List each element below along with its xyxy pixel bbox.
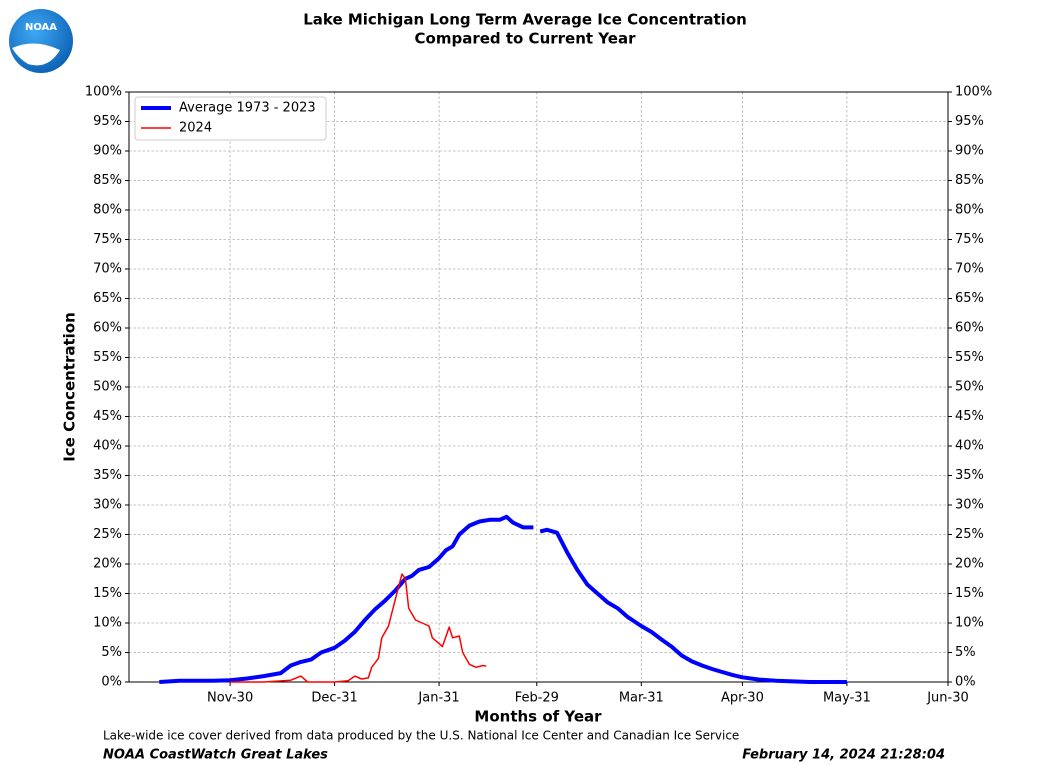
y-tick-label: 20%: [93, 557, 122, 572]
y-tick-label: 35%: [93, 468, 122, 483]
y2-tick-label: 45%: [955, 409, 984, 424]
chart-title: Lake Michigan Long Term Average Ice Conc…: [303, 11, 747, 29]
plot-frame: [128, 91, 949, 683]
x-tick-label: Dec-31: [311, 691, 357, 706]
y-tick-label: 100%: [85, 85, 122, 100]
y2-tick-label: 20%: [955, 557, 984, 572]
y-tick-label: 50%: [93, 380, 122, 395]
y2-tick-label: 5%: [955, 645, 976, 660]
y-tick-label: 80%: [93, 203, 122, 218]
x-tick-label: Apr-30: [721, 691, 764, 706]
y2-tick-label: 80%: [955, 203, 984, 218]
y-tick-label: 30%: [93, 498, 122, 513]
data-line: [230, 573, 487, 683]
data-line: [159, 514, 847, 684]
y-tick-label: 0%: [101, 675, 122, 690]
x-tick-label: Mar-31: [619, 691, 664, 706]
legend-label: Average 1973 - 2023: [179, 101, 316, 116]
y2-tick-label: 75%: [955, 232, 984, 247]
legend: Average 1973 - 2023 2024: [134, 96, 327, 141]
y2-tick-label: 85%: [955, 173, 984, 188]
y2-tick-label: 90%: [955, 144, 984, 159]
x-tick-label: Jan-31: [417, 691, 459, 706]
legend-label: 2024: [179, 121, 212, 136]
y-tick-label: 90%: [93, 144, 122, 159]
y-tick-label: 40%: [93, 439, 122, 454]
y2-tick-label: 65%: [955, 291, 984, 306]
chart-subtitle: Compared to Current Year: [415, 30, 637, 48]
y2-tick-label: 60%: [955, 321, 984, 336]
y-tick-label: 85%: [93, 173, 122, 188]
y-tick-label: 15%: [93, 586, 122, 601]
x-tick-label: Feb-29: [515, 691, 559, 706]
y2-tick-label: 55%: [955, 350, 984, 365]
y2-tick-label: 35%: [955, 468, 984, 483]
y-tick-label: 65%: [93, 291, 122, 306]
x-axis-label: Months of Year: [474, 708, 602, 726]
y2-tick-label: 40%: [955, 439, 984, 454]
timestamp: February 14, 2024 21:28:04: [742, 748, 945, 763]
y2-tick-label: 10%: [955, 616, 984, 631]
y-tick-label: 45%: [93, 409, 122, 424]
x-tick-label: Jun-30: [926, 691, 969, 706]
y2-tick-label: 50%: [955, 380, 984, 395]
x-tick-label: Nov-30: [207, 691, 253, 706]
y-tick-label: 10%: [93, 616, 122, 631]
x-tick-label: May-31: [823, 691, 871, 706]
y2-tick-label: 70%: [955, 262, 984, 277]
logo-swoosh: [12, 43, 60, 66]
y-axis-label: Ice Concentration: [61, 312, 79, 462]
logo-text: NOAA: [25, 22, 57, 33]
y-tick-label: 55%: [93, 350, 122, 365]
y-tick-label: 25%: [93, 527, 122, 542]
source: NOAA CoastWatch Great Lakes: [103, 748, 328, 763]
y2-tick-label: 25%: [955, 527, 984, 542]
y2-tick-label: 0%: [955, 675, 976, 690]
y2-tick-label: 15%: [955, 586, 984, 601]
y-tick-label: 60%: [93, 321, 122, 336]
footnote: Lake-wide ice cover derived from data pr…: [103, 729, 739, 743]
legend-box: [134, 96, 327, 141]
y-tick-label: 75%: [93, 232, 122, 247]
y2-tick-label: 30%: [955, 498, 984, 513]
y2-tick-label: 95%: [955, 114, 984, 129]
noaa-logo: NOAA: [9, 9, 73, 73]
y-tick-label: 95%: [93, 114, 122, 129]
y2-tick-label: 100%: [955, 85, 992, 100]
y-tick-label: 70%: [93, 262, 122, 277]
y-tick-label: 5%: [101, 645, 122, 660]
